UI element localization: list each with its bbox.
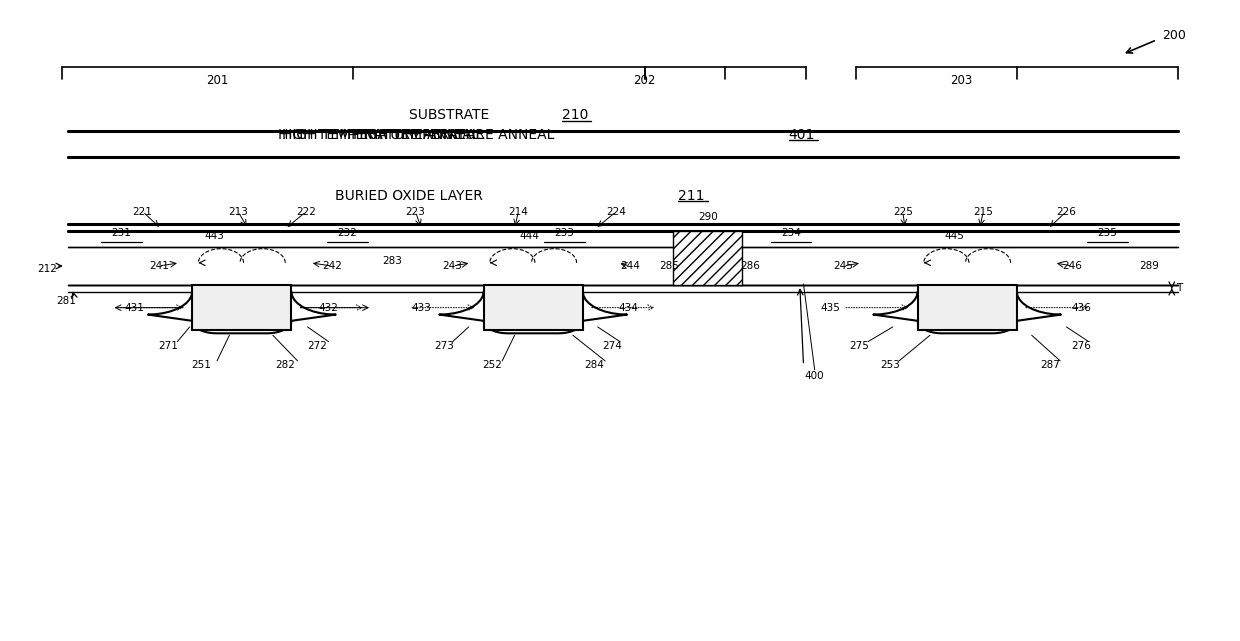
Text: 231: 231: [112, 228, 131, 238]
Text: 212: 212: [37, 264, 57, 274]
Text: 274: 274: [603, 341, 622, 351]
Text: 271: 271: [159, 341, 179, 351]
Text: 276: 276: [1071, 341, 1091, 351]
Text: 222: 222: [296, 206, 316, 217]
Text: 284: 284: [584, 360, 604, 370]
Text: 445: 445: [945, 231, 965, 241]
Text: 226: 226: [1056, 206, 1076, 217]
Text: 431: 431: [124, 303, 144, 313]
Text: 444: 444: [520, 231, 539, 241]
Text: 272: 272: [308, 341, 327, 351]
Text: 263: 263: [957, 301, 977, 312]
Text: 245: 245: [833, 261, 853, 271]
Text: 233: 233: [554, 228, 574, 238]
Text: 210: 210: [562, 108, 588, 122]
Text: 273: 273: [434, 341, 454, 351]
Text: 214: 214: [508, 206, 528, 217]
Bar: [484, 285, 583, 330]
Bar: [918, 285, 1017, 330]
Text: 244: 244: [620, 261, 640, 271]
Text: 235: 235: [1097, 228, 1117, 238]
Text: 282: 282: [275, 360, 295, 370]
Text: 224: 224: [606, 206, 626, 217]
Text: 215: 215: [973, 206, 993, 217]
Bar: [673, 231, 742, 285]
Text: 202: 202: [634, 74, 656, 87]
Text: 243: 243: [443, 261, 463, 271]
Text: 242: 242: [322, 261, 342, 271]
Bar: [192, 285, 291, 330]
Text: HIGH TEMPERATURE ANNEAL: HIGH TEMPERATURE ANNEAL: [278, 128, 484, 142]
Text: 211: 211: [678, 188, 704, 203]
Text: 283: 283: [382, 256, 402, 266]
Text: 290: 290: [698, 212, 718, 222]
Text: 400: 400: [805, 371, 825, 381]
Text: 201: 201: [206, 74, 228, 87]
Text: 262: 262: [523, 301, 543, 312]
Text: 213: 213: [228, 206, 248, 217]
Text: 285: 285: [660, 261, 680, 271]
Text: 432: 432: [319, 303, 339, 313]
Text: 221: 221: [133, 206, 153, 217]
Text: 434: 434: [619, 303, 639, 313]
Text: 232: 232: [337, 228, 357, 238]
Text: 436: 436: [1071, 303, 1091, 313]
Text: 261: 261: [232, 301, 252, 312]
Text: 225: 225: [893, 206, 913, 217]
Text: 252: 252: [482, 360, 502, 370]
Text: T: T: [1176, 283, 1183, 294]
Text: 200: 200: [1162, 29, 1187, 42]
Text: 433: 433: [412, 303, 432, 313]
Text: 246: 246: [1063, 261, 1083, 271]
Text: 223: 223: [405, 206, 425, 217]
Text: 287: 287: [1040, 360, 1060, 370]
Text: 251: 251: [191, 360, 211, 370]
Text: 241: 241: [149, 261, 169, 271]
Text: 275: 275: [849, 341, 869, 351]
Text: BURIED OXIDE LAYER: BURIED OXIDE LAYER: [335, 188, 487, 203]
Text: HIGH TEMPERATURE ANNEAL: HIGH TEMPERATURE ANNEAL: [353, 128, 559, 142]
Text: 443: 443: [205, 231, 224, 241]
Text: 234: 234: [781, 228, 801, 238]
Text: 281: 281: [56, 296, 76, 306]
Text: 253: 253: [880, 360, 900, 370]
Text: 203: 203: [950, 74, 972, 87]
Text: 289: 289: [1140, 261, 1159, 271]
Text: SUBSTRATE: SUBSTRATE: [409, 108, 494, 122]
Text: 435: 435: [821, 303, 841, 313]
Text: HIGH TEMPERATURE ANNEAL: HIGH TEMPERATURE ANNEAL: [283, 128, 484, 142]
Text: 401: 401: [789, 128, 815, 142]
Text: 286: 286: [740, 261, 760, 271]
